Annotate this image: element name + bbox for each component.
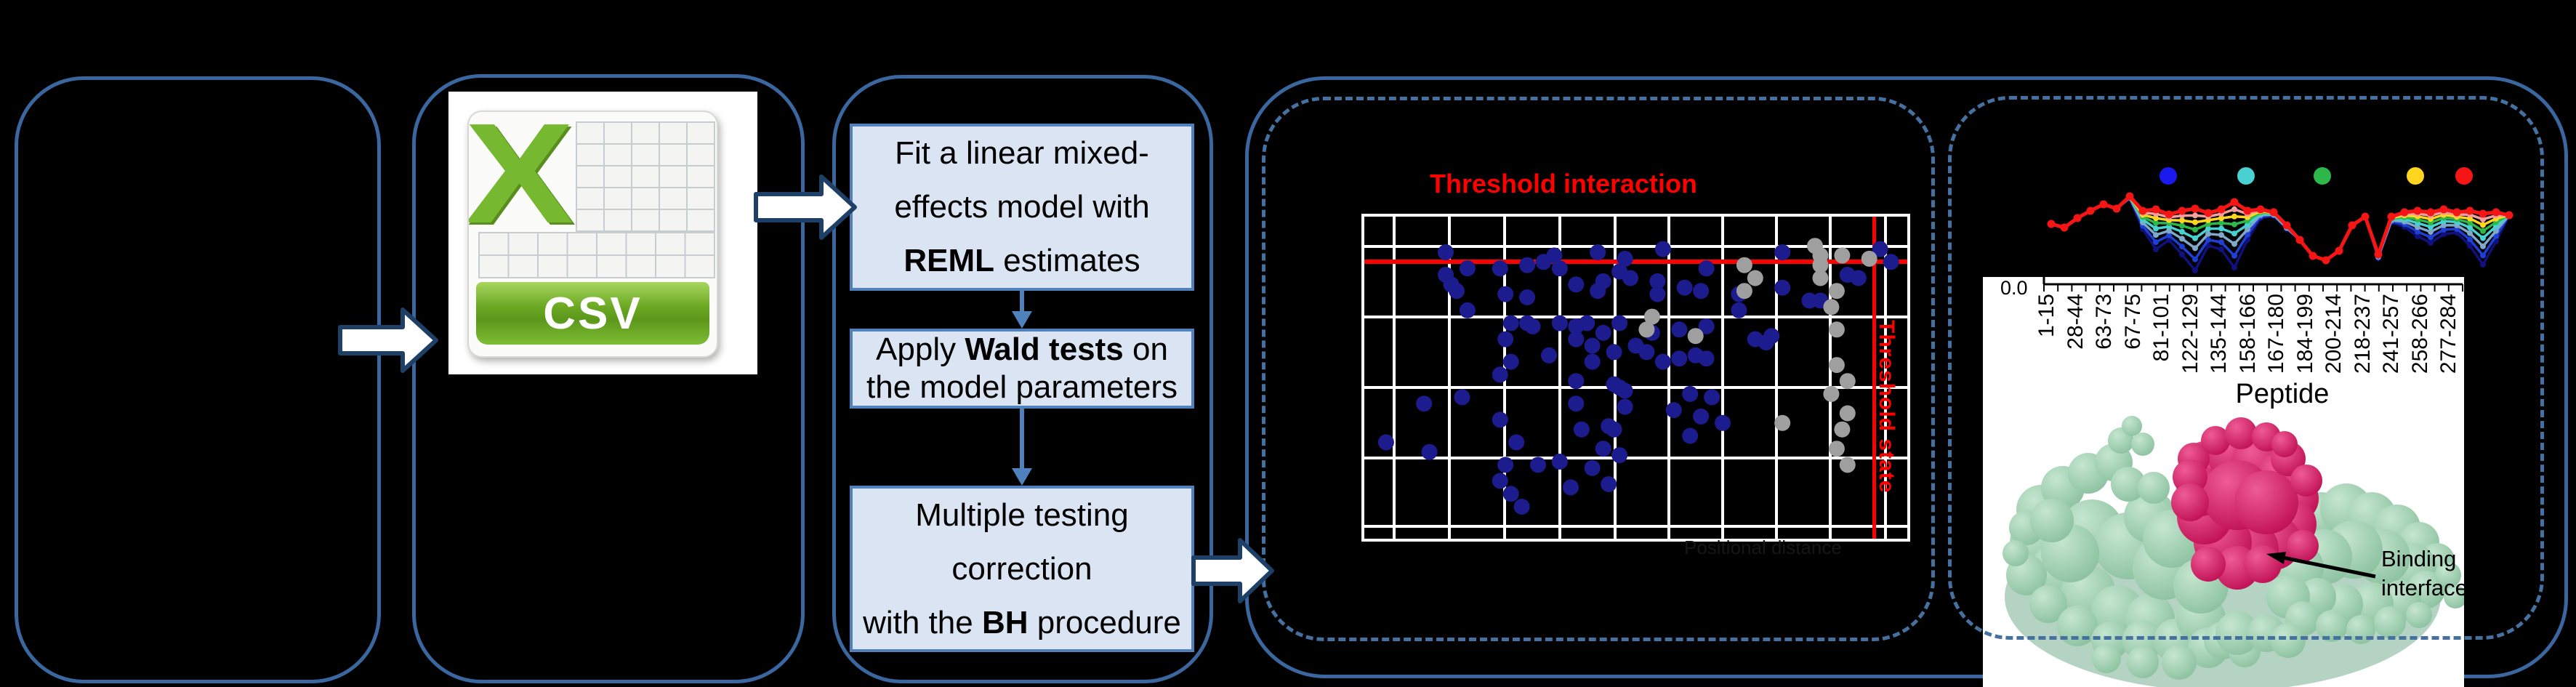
threshold-interaction-line	[1364, 260, 1907, 264]
scatter-points	[1377, 238, 1899, 515]
csv-card: X CSV	[467, 111, 718, 358]
peptide-label: 81-101	[2149, 294, 2173, 362]
peptide-label: 122-129	[2178, 294, 2202, 374]
flow-box-bh-correction: Multiple testing correction with the BH pr…	[850, 486, 1194, 652]
scatter-title: Threshold interaction	[1429, 169, 1698, 198]
flow-arrow-2-head	[1012, 468, 1032, 486]
peptide-axis-title: Peptide	[2235, 379, 2330, 409]
panel-results-outer	[1245, 76, 2568, 678]
flow-box-fit-model: Fit a linear mixed-effects model with REM…	[850, 124, 1194, 291]
flow-arrow-1-shaft	[1020, 291, 1024, 313]
uptake-line-chart	[2047, 167, 2513, 273]
flow-box-wald-tests: Apply Wald tests on the model parameters	[850, 329, 1194, 409]
panel-step-1	[15, 76, 381, 683]
panel-step-3	[832, 75, 1213, 683]
scatter-xaxis-faint-label: Positional distance	[1684, 537, 1842, 558]
peptide-label: 167-180	[2264, 294, 2288, 374]
peptide-label: 258-266	[2407, 294, 2432, 374]
peptide-label: 277-284	[2436, 294, 2460, 374]
peptide-figure-image: 0.0 1-15 28-44 63-73 67-75 81-101 122-129 135-…	[1983, 277, 2464, 687]
csv-file-image: X CSV	[448, 92, 757, 374]
peptide-label: 1-15	[2034, 294, 2058, 338]
uptake-x-axis	[2042, 277, 2463, 292]
threshold-state-label: Threshold state	[1875, 320, 1899, 494]
scatter-plot: Positional distance	[1361, 214, 1910, 558]
peptide-label: 63-73	[2092, 294, 2116, 350]
step2-to-step3-arrow-icon	[754, 174, 857, 240]
peptide-label: 218-237	[2350, 294, 2375, 374]
step3-to-results-arrow-icon	[1191, 538, 1274, 603]
flow-arrow-2-shaft	[1020, 409, 1024, 468]
binding-interface-label: Binding interface	[2381, 546, 2464, 600]
csv-banner-label: CSV	[543, 288, 643, 339]
flow-arrow-1-head	[1012, 311, 1032, 329]
peptide-label: 28-44	[2063, 294, 2088, 350]
peptide-label: 184-199	[2293, 294, 2317, 374]
peptide-label: 135-144	[2207, 294, 2231, 374]
panel-step-2	[412, 74, 805, 683]
excel-x-icon: X	[467, 111, 574, 253]
step1-to-step2-arrow-icon	[338, 308, 438, 373]
peptide-label: 200-214	[2322, 294, 2346, 374]
threshold-state-line	[1872, 217, 1876, 539]
spreadsheet-grid-icon	[478, 121, 715, 278]
peptide-label: 158-166	[2235, 294, 2260, 374]
csv-banner: CSV	[476, 282, 709, 345]
protein-structure-image	[2003, 416, 2464, 687]
peptide-label: 67-75	[2120, 294, 2145, 350]
uptake-ytick-0: 0.0	[2000, 277, 2028, 299]
peptide-label: 241-257	[2379, 294, 2403, 374]
